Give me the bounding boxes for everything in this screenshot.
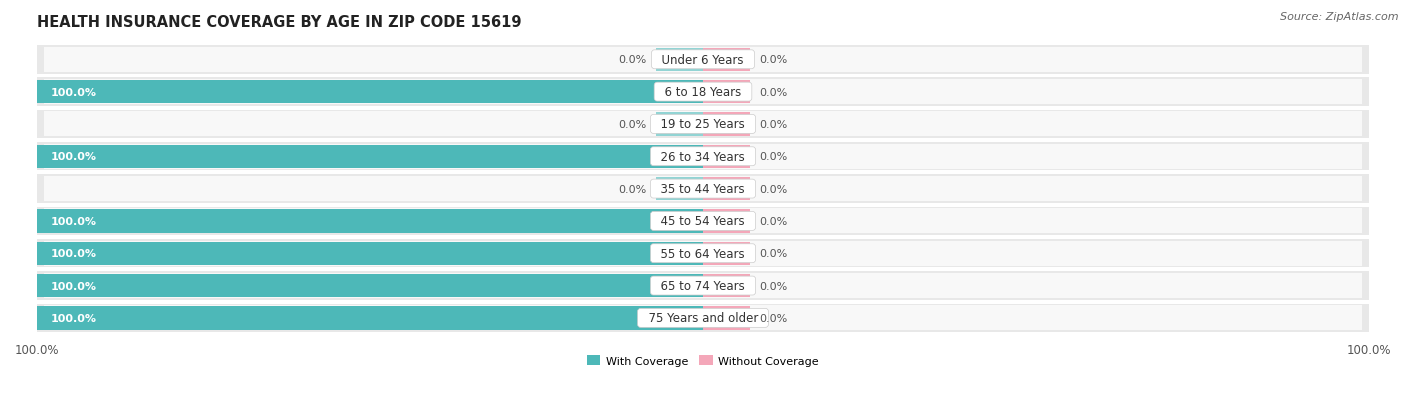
Bar xyxy=(44,80,1362,105)
Bar xyxy=(37,110,1369,139)
Text: 0.0%: 0.0% xyxy=(759,216,787,226)
Bar xyxy=(37,46,1369,74)
Text: 0.0%: 0.0% xyxy=(619,120,647,130)
Text: 0.0%: 0.0% xyxy=(759,152,787,162)
Bar xyxy=(37,240,1369,268)
Text: 45 to 54 Years: 45 to 54 Years xyxy=(654,215,752,228)
Text: 35 to 44 Years: 35 to 44 Years xyxy=(654,183,752,196)
Bar xyxy=(37,210,703,233)
Legend: With Coverage, Without Coverage: With Coverage, Without Coverage xyxy=(582,351,824,370)
Bar xyxy=(657,49,703,72)
Text: 0.0%: 0.0% xyxy=(759,281,787,291)
Bar xyxy=(37,306,703,330)
Text: 0.0%: 0.0% xyxy=(619,184,647,194)
Bar xyxy=(703,210,749,233)
Text: 19 to 25 Years: 19 to 25 Years xyxy=(654,118,752,131)
Bar xyxy=(37,142,1369,171)
Text: 65 to 74 Years: 65 to 74 Years xyxy=(654,279,752,292)
Bar xyxy=(37,207,1369,235)
Text: 6 to 18 Years: 6 to 18 Years xyxy=(657,86,749,99)
Bar xyxy=(657,113,703,136)
Text: 55 to 64 Years: 55 to 64 Years xyxy=(654,247,752,260)
Bar xyxy=(37,81,703,104)
Bar xyxy=(703,49,749,72)
Bar xyxy=(703,274,749,297)
Text: 0.0%: 0.0% xyxy=(759,313,787,323)
Bar xyxy=(703,178,749,201)
Text: 75 Years and older: 75 Years and older xyxy=(641,312,765,325)
Bar xyxy=(37,304,1369,332)
Bar xyxy=(44,47,1362,73)
Text: 100.0%: 100.0% xyxy=(51,216,97,226)
Bar xyxy=(657,178,703,201)
Text: 0.0%: 0.0% xyxy=(759,249,787,259)
Text: HEALTH INSURANCE COVERAGE BY AGE IN ZIP CODE 15619: HEALTH INSURANCE COVERAGE BY AGE IN ZIP … xyxy=(37,15,522,30)
Text: 100.0%: 100.0% xyxy=(51,152,97,162)
Text: 100.0%: 100.0% xyxy=(51,88,97,97)
Bar xyxy=(44,112,1362,137)
Text: 0.0%: 0.0% xyxy=(759,88,787,97)
Bar xyxy=(37,175,1369,203)
Bar xyxy=(703,81,749,104)
Bar xyxy=(44,273,1362,298)
Bar xyxy=(703,113,749,136)
Bar xyxy=(703,242,749,265)
Text: Source: ZipAtlas.com: Source: ZipAtlas.com xyxy=(1281,12,1399,22)
Bar xyxy=(44,209,1362,234)
Bar xyxy=(703,145,749,169)
Bar xyxy=(37,272,1369,300)
Text: Under 6 Years: Under 6 Years xyxy=(655,54,751,66)
Text: 0.0%: 0.0% xyxy=(619,55,647,65)
Text: 100.0%: 100.0% xyxy=(51,281,97,291)
Text: 100.0%: 100.0% xyxy=(51,313,97,323)
Bar xyxy=(44,306,1362,330)
Text: 26 to 34 Years: 26 to 34 Years xyxy=(654,150,752,164)
Bar xyxy=(44,145,1362,169)
Bar xyxy=(37,78,1369,107)
Bar xyxy=(37,242,703,265)
Text: 0.0%: 0.0% xyxy=(759,184,787,194)
Text: 100.0%: 100.0% xyxy=(51,249,97,259)
Bar xyxy=(37,145,703,169)
Text: 0.0%: 0.0% xyxy=(759,55,787,65)
Bar xyxy=(44,177,1362,202)
Text: 0.0%: 0.0% xyxy=(759,120,787,130)
Bar xyxy=(44,241,1362,266)
Bar xyxy=(703,306,749,330)
Bar xyxy=(37,274,703,297)
